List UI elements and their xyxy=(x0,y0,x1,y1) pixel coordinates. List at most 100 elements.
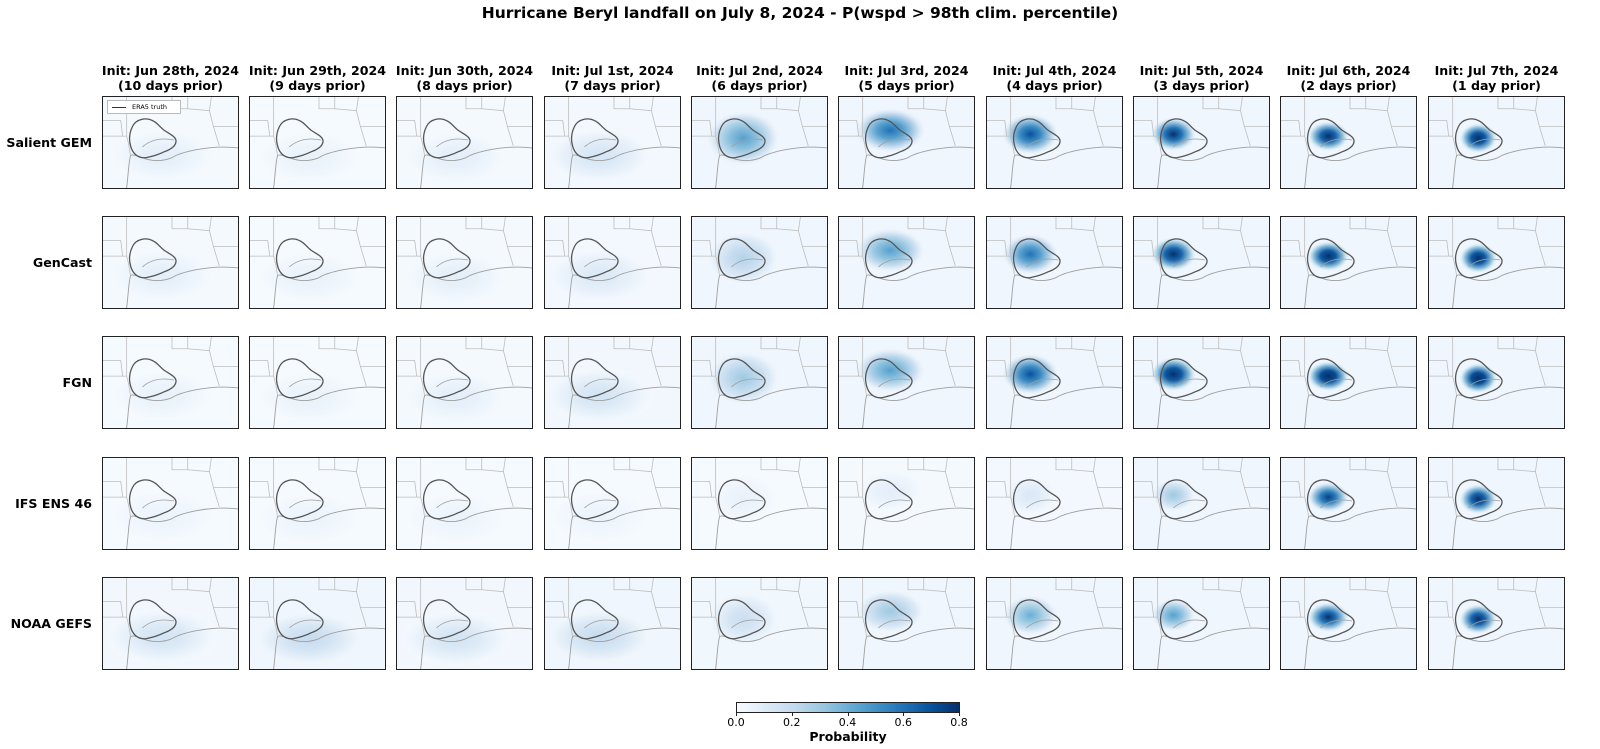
state-border xyxy=(1538,246,1546,267)
coastline xyxy=(715,146,827,188)
colorbar-tick-label: 0.6 xyxy=(894,716,913,729)
state-border xyxy=(1429,496,1457,517)
state-border xyxy=(839,240,860,257)
map-panel xyxy=(249,457,386,550)
state-border xyxy=(760,458,778,471)
state-border xyxy=(945,350,974,367)
inland-border xyxy=(1320,138,1353,148)
probability-blob xyxy=(1306,120,1350,152)
state-border xyxy=(359,126,367,147)
era5-truth-contour xyxy=(717,599,766,640)
inland-border xyxy=(1320,258,1353,268)
probability-map xyxy=(103,578,238,669)
column-header-line2: (7 days prior) xyxy=(564,78,661,93)
colorbar-tick-label: 0.2 xyxy=(783,716,801,729)
inland-border xyxy=(1173,138,1206,148)
map-panel xyxy=(1133,457,1270,550)
state-border xyxy=(1281,496,1309,517)
inland-border xyxy=(584,258,617,268)
state-border xyxy=(103,375,131,396)
coastline xyxy=(1157,627,1269,669)
state-border xyxy=(1513,458,1538,473)
state-border xyxy=(613,337,631,350)
inland-border xyxy=(1468,499,1501,509)
state-border xyxy=(397,120,418,137)
state-border xyxy=(987,481,1008,498)
probability-blob xyxy=(545,607,657,667)
probability-blob xyxy=(1306,601,1350,633)
state-border xyxy=(1243,126,1251,147)
probability-map xyxy=(692,337,827,428)
coastline xyxy=(568,627,680,669)
map-panel xyxy=(1428,336,1565,429)
state-border xyxy=(481,337,506,352)
probability-map xyxy=(1429,217,1564,308)
state-border xyxy=(907,458,925,471)
probability-map xyxy=(250,578,385,669)
state-border xyxy=(1538,607,1546,628)
column-header-line1: Init: Jul 3rd, 2024 xyxy=(844,63,969,78)
panel-background xyxy=(1281,97,1416,188)
inland-border xyxy=(436,258,469,268)
state-border xyxy=(1134,375,1162,396)
map-panel xyxy=(1428,96,1565,189)
column-header-line2: (9 days prior) xyxy=(269,78,366,93)
coastline xyxy=(273,386,385,428)
state-border xyxy=(654,246,662,267)
state-border xyxy=(1365,97,1390,112)
state-border xyxy=(987,496,1015,517)
probability-map xyxy=(987,458,1122,549)
state-border xyxy=(801,246,809,267)
state-border xyxy=(839,601,860,618)
coastline xyxy=(1452,146,1564,188)
state-border xyxy=(545,375,573,396)
era5-truth-contour xyxy=(1454,118,1503,159)
column-header: Init: Jun 28th, 2024 (10 days prior) xyxy=(96,63,246,93)
state-border xyxy=(1096,366,1104,387)
state-border xyxy=(1134,135,1162,156)
column-header-line2: (5 days prior) xyxy=(858,78,955,93)
column-header-line1: Init: Jul 6th, 2024 xyxy=(1286,63,1411,78)
row-label: FGN xyxy=(62,374,92,390)
era5-truth-contour xyxy=(1159,238,1208,279)
map-panel xyxy=(396,457,533,550)
state-border xyxy=(1513,578,1538,593)
map-panel xyxy=(1133,577,1270,670)
state-border xyxy=(948,246,956,267)
state-border xyxy=(1429,375,1457,396)
state-border xyxy=(545,601,566,618)
inland-border xyxy=(731,138,764,148)
probability-blob xyxy=(852,587,928,635)
legend-line-swatch xyxy=(112,106,126,108)
state-border xyxy=(839,360,860,377)
state-border xyxy=(1497,578,1515,591)
probability-blob xyxy=(250,368,369,428)
coastline xyxy=(862,627,974,669)
map-panel xyxy=(838,336,975,429)
state-border xyxy=(776,97,801,112)
era5-truth-contour xyxy=(422,238,471,279)
column-header-line1: Init: Jul 1st, 2024 xyxy=(551,63,674,78)
state-border xyxy=(506,607,514,628)
map-panel xyxy=(1133,336,1270,429)
state-border xyxy=(103,255,131,276)
state-border xyxy=(187,578,212,593)
state-border xyxy=(356,110,385,127)
state-border xyxy=(692,481,713,498)
inland-border xyxy=(1026,378,1059,388)
state-border xyxy=(318,217,336,230)
probability-map xyxy=(692,458,827,549)
state-border xyxy=(801,487,809,508)
coastline xyxy=(126,146,238,188)
coastline xyxy=(715,386,827,428)
coastline xyxy=(420,507,532,549)
probability-map xyxy=(250,337,385,428)
state-border xyxy=(1096,126,1104,147)
map-panel xyxy=(1280,96,1417,189)
state-border xyxy=(692,496,720,517)
era5-truth-contour xyxy=(1306,479,1355,520)
state-border xyxy=(654,607,662,628)
probability-map xyxy=(397,97,532,188)
probability-map xyxy=(692,217,827,308)
coastline xyxy=(1157,146,1269,188)
